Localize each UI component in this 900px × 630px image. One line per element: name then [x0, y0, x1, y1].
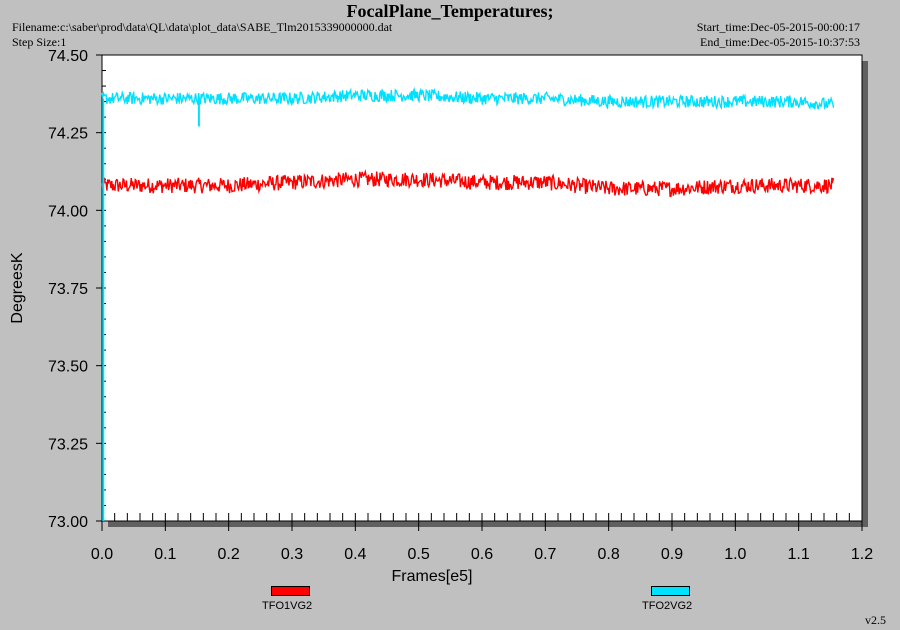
y-tick-label: 74.00: [48, 203, 88, 220]
x-tick-label: 0.3: [281, 546, 303, 563]
x-tick-label: 1.0: [724, 546, 746, 563]
x-tick-label: 0.8: [598, 546, 620, 563]
x-tick-label: 0.0: [91, 546, 113, 563]
x-tick-label: 0.5: [408, 546, 430, 563]
plot-background: [101, 54, 863, 522]
legend-label-tfo2vg2: TFO2VG2: [642, 600, 693, 612]
y-tick-label: 73.25: [48, 436, 88, 453]
end-time-label: End_time:Dec-05-2015-10:37:53: [700, 35, 860, 49]
x-tick-label: 0.1: [154, 546, 176, 563]
version-label: v2.5: [865, 613, 886, 627]
filename-label: Filename:c:\saber\prod\data\QL\data\plot…: [12, 20, 393, 34]
step-size-label: Step Size:1: [12, 35, 67, 49]
x-axis-label: Frames[e5]: [392, 568, 473, 585]
legend-swatch-tfo1vg2: [271, 586, 310, 596]
series-line-tfo1vg2: [101, 169, 835, 198]
y-tick-label: 73.50: [48, 359, 88, 376]
x-tick-label: 0.7: [534, 546, 556, 563]
x-tick-label: 1.1: [788, 546, 810, 563]
x-tick-label: 0.9: [661, 546, 683, 563]
legend-swatch-tfo2vg2: [651, 586, 690, 596]
start-time-label: Start_time:Dec-05-2015-00:00:17: [696, 20, 860, 34]
x-tick-label: 1.2: [851, 546, 873, 563]
series-line-tfo2vg2: [101, 86, 835, 111]
y-tick-label: 74.25: [48, 126, 88, 143]
chart-title: FocalPlane_Temperatures;: [346, 1, 554, 21]
x-tick-label: 0.4: [344, 546, 366, 563]
y-tick-label: 73.00: [48, 514, 88, 531]
legend-label-tfo1vg2: TFO1VG2: [262, 600, 313, 612]
y-axis-label: DegreesK: [9, 252, 26, 323]
x-tick-label: 0.2: [218, 546, 240, 563]
x-tick-label: 0.6: [471, 546, 493, 563]
y-tick-label: 74.50: [48, 48, 88, 65]
y-tick-label: 73.75: [48, 281, 88, 298]
